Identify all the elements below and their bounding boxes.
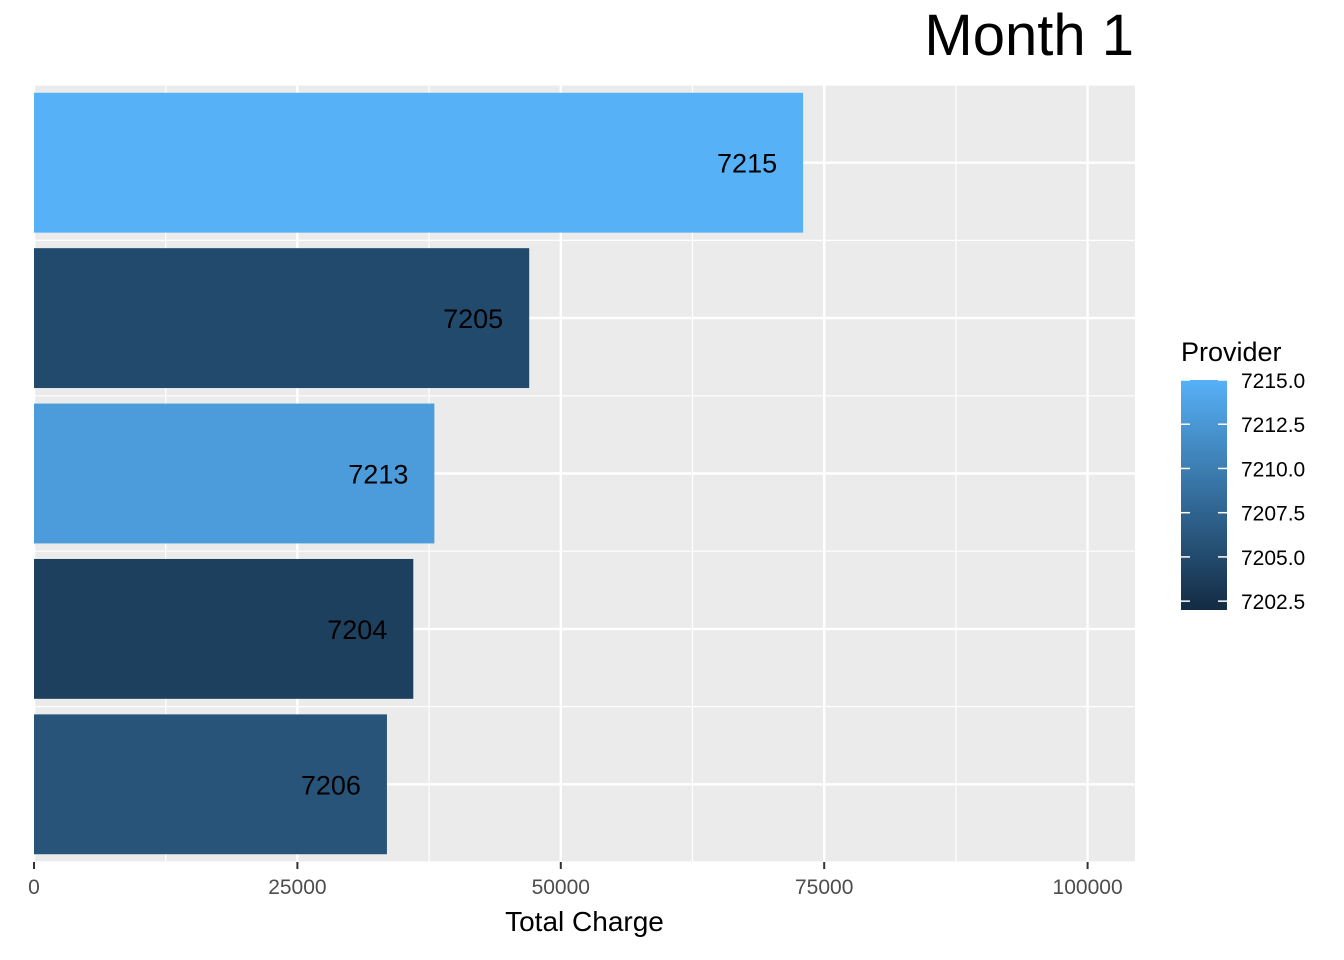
legend-tick-label: 7212.5 — [1241, 414, 1305, 437]
bar-label-7215: 7215 — [717, 149, 777, 179]
bar-7206 — [34, 714, 387, 855]
bar-7215 — [34, 92, 804, 233]
x-tick-label: 75000 — [795, 876, 853, 899]
legend-title: Provider — [1181, 337, 1282, 367]
bar-7213 — [34, 403, 435, 544]
legend-tick-label: 7207.5 — [1241, 503, 1305, 526]
bar-label-7204: 7204 — [327, 615, 387, 645]
x-axis: 0 25000 50000 75000 100000 — [28, 862, 1123, 899]
bars-group: 7215 7205 7213 7204 7206 — [34, 92, 804, 855]
bar-label-7206: 7206 — [301, 770, 361, 800]
chart-title: Month 1 — [924, 3, 1134, 68]
bar-7205 — [34, 248, 530, 389]
legend-colorbar — [1181, 380, 1227, 610]
x-tick-label: 25000 — [268, 876, 326, 899]
x-tick-label: 100000 — [1053, 876, 1123, 899]
bar-label-7213: 7213 — [348, 460, 408, 490]
legend-tick-label: 7205.0 — [1241, 547, 1305, 570]
bar-label-7205: 7205 — [443, 304, 503, 334]
legend-tick-label: 7210.0 — [1241, 458, 1305, 481]
legend: 7215.0 7212.5 7210.0 7207.5 7205.0 7202.5 — [1181, 370, 1305, 614]
x-tick-label: 0 — [28, 876, 40, 899]
legend-tick-label: 7202.5 — [1241, 591, 1305, 614]
legend-tick-label: 7215.0 — [1241, 370, 1305, 393]
x-axis-title: Total Charge — [505, 906, 664, 937]
x-tick-label: 50000 — [532, 876, 590, 899]
bar-7204 — [34, 558, 414, 699]
